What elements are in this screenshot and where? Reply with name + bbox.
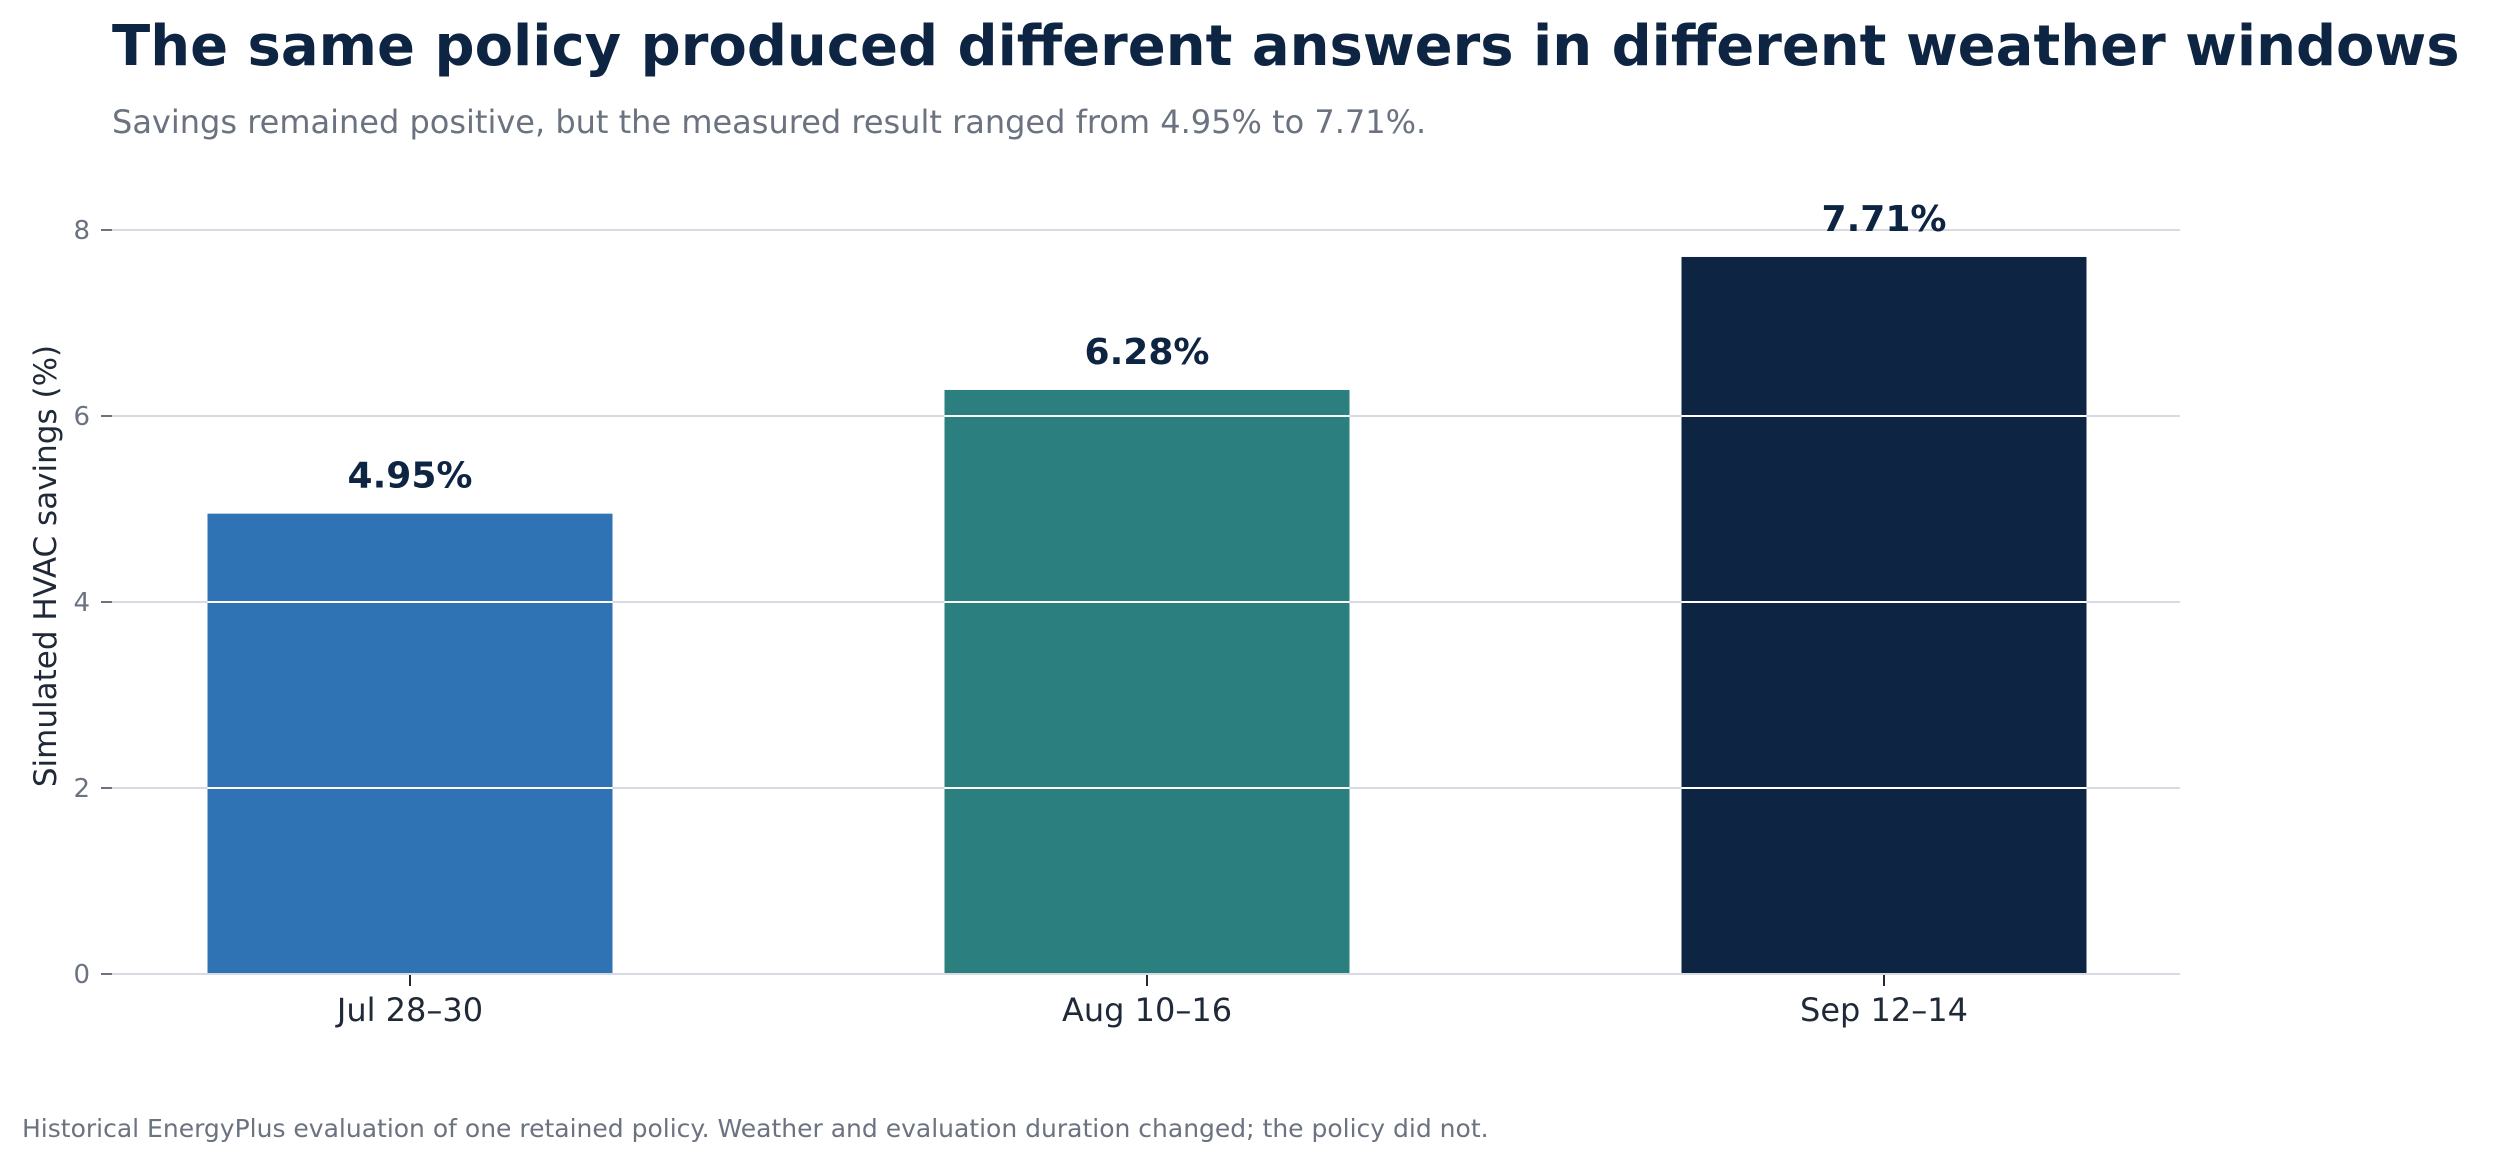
x-tick-label: Aug 10–16 <box>1062 991 1232 1029</box>
data-label: 6.28% <box>1085 332 1210 373</box>
y-tick-label: 8 <box>73 216 90 246</box>
x-tick-label: Jul 28–30 <box>335 991 483 1029</box>
chart-title: The same policy produced different answe… <box>112 14 2460 79</box>
x-axis-ticks: Jul 28–30 Aug 10–16 Sep 12–14 <box>112 973 2180 1029</box>
y-tick-label: 0 <box>73 960 90 990</box>
y-tick-label: 6 <box>73 402 90 432</box>
chart-subtitle: Savings remained positive, but the measu… <box>112 103 1426 141</box>
bar <box>207 513 613 974</box>
bars <box>207 256 2087 975</box>
y-axis-label: Simulated HVAC savings (%) <box>28 345 64 787</box>
chart-footnote: Historical EnergyPlus evaluation of one … <box>22 1114 1489 1143</box>
data-label: 7.71% <box>1822 199 1947 240</box>
data-label: 4.95% <box>348 456 473 497</box>
y-tick-label: 2 <box>73 774 90 804</box>
bar-overlay-gridlines <box>207 415 2087 789</box>
y-axis-ticks: 0 2 4 6 8 <box>73 216 112 990</box>
y-tick-label: 4 <box>73 588 90 618</box>
data-labels: 4.95% 6.28% 7.71% <box>348 199 1947 497</box>
bar <box>944 389 1350 975</box>
x-tick-label: Sep 12–14 <box>1800 991 1968 1029</box>
bar <box>1681 256 2087 975</box>
